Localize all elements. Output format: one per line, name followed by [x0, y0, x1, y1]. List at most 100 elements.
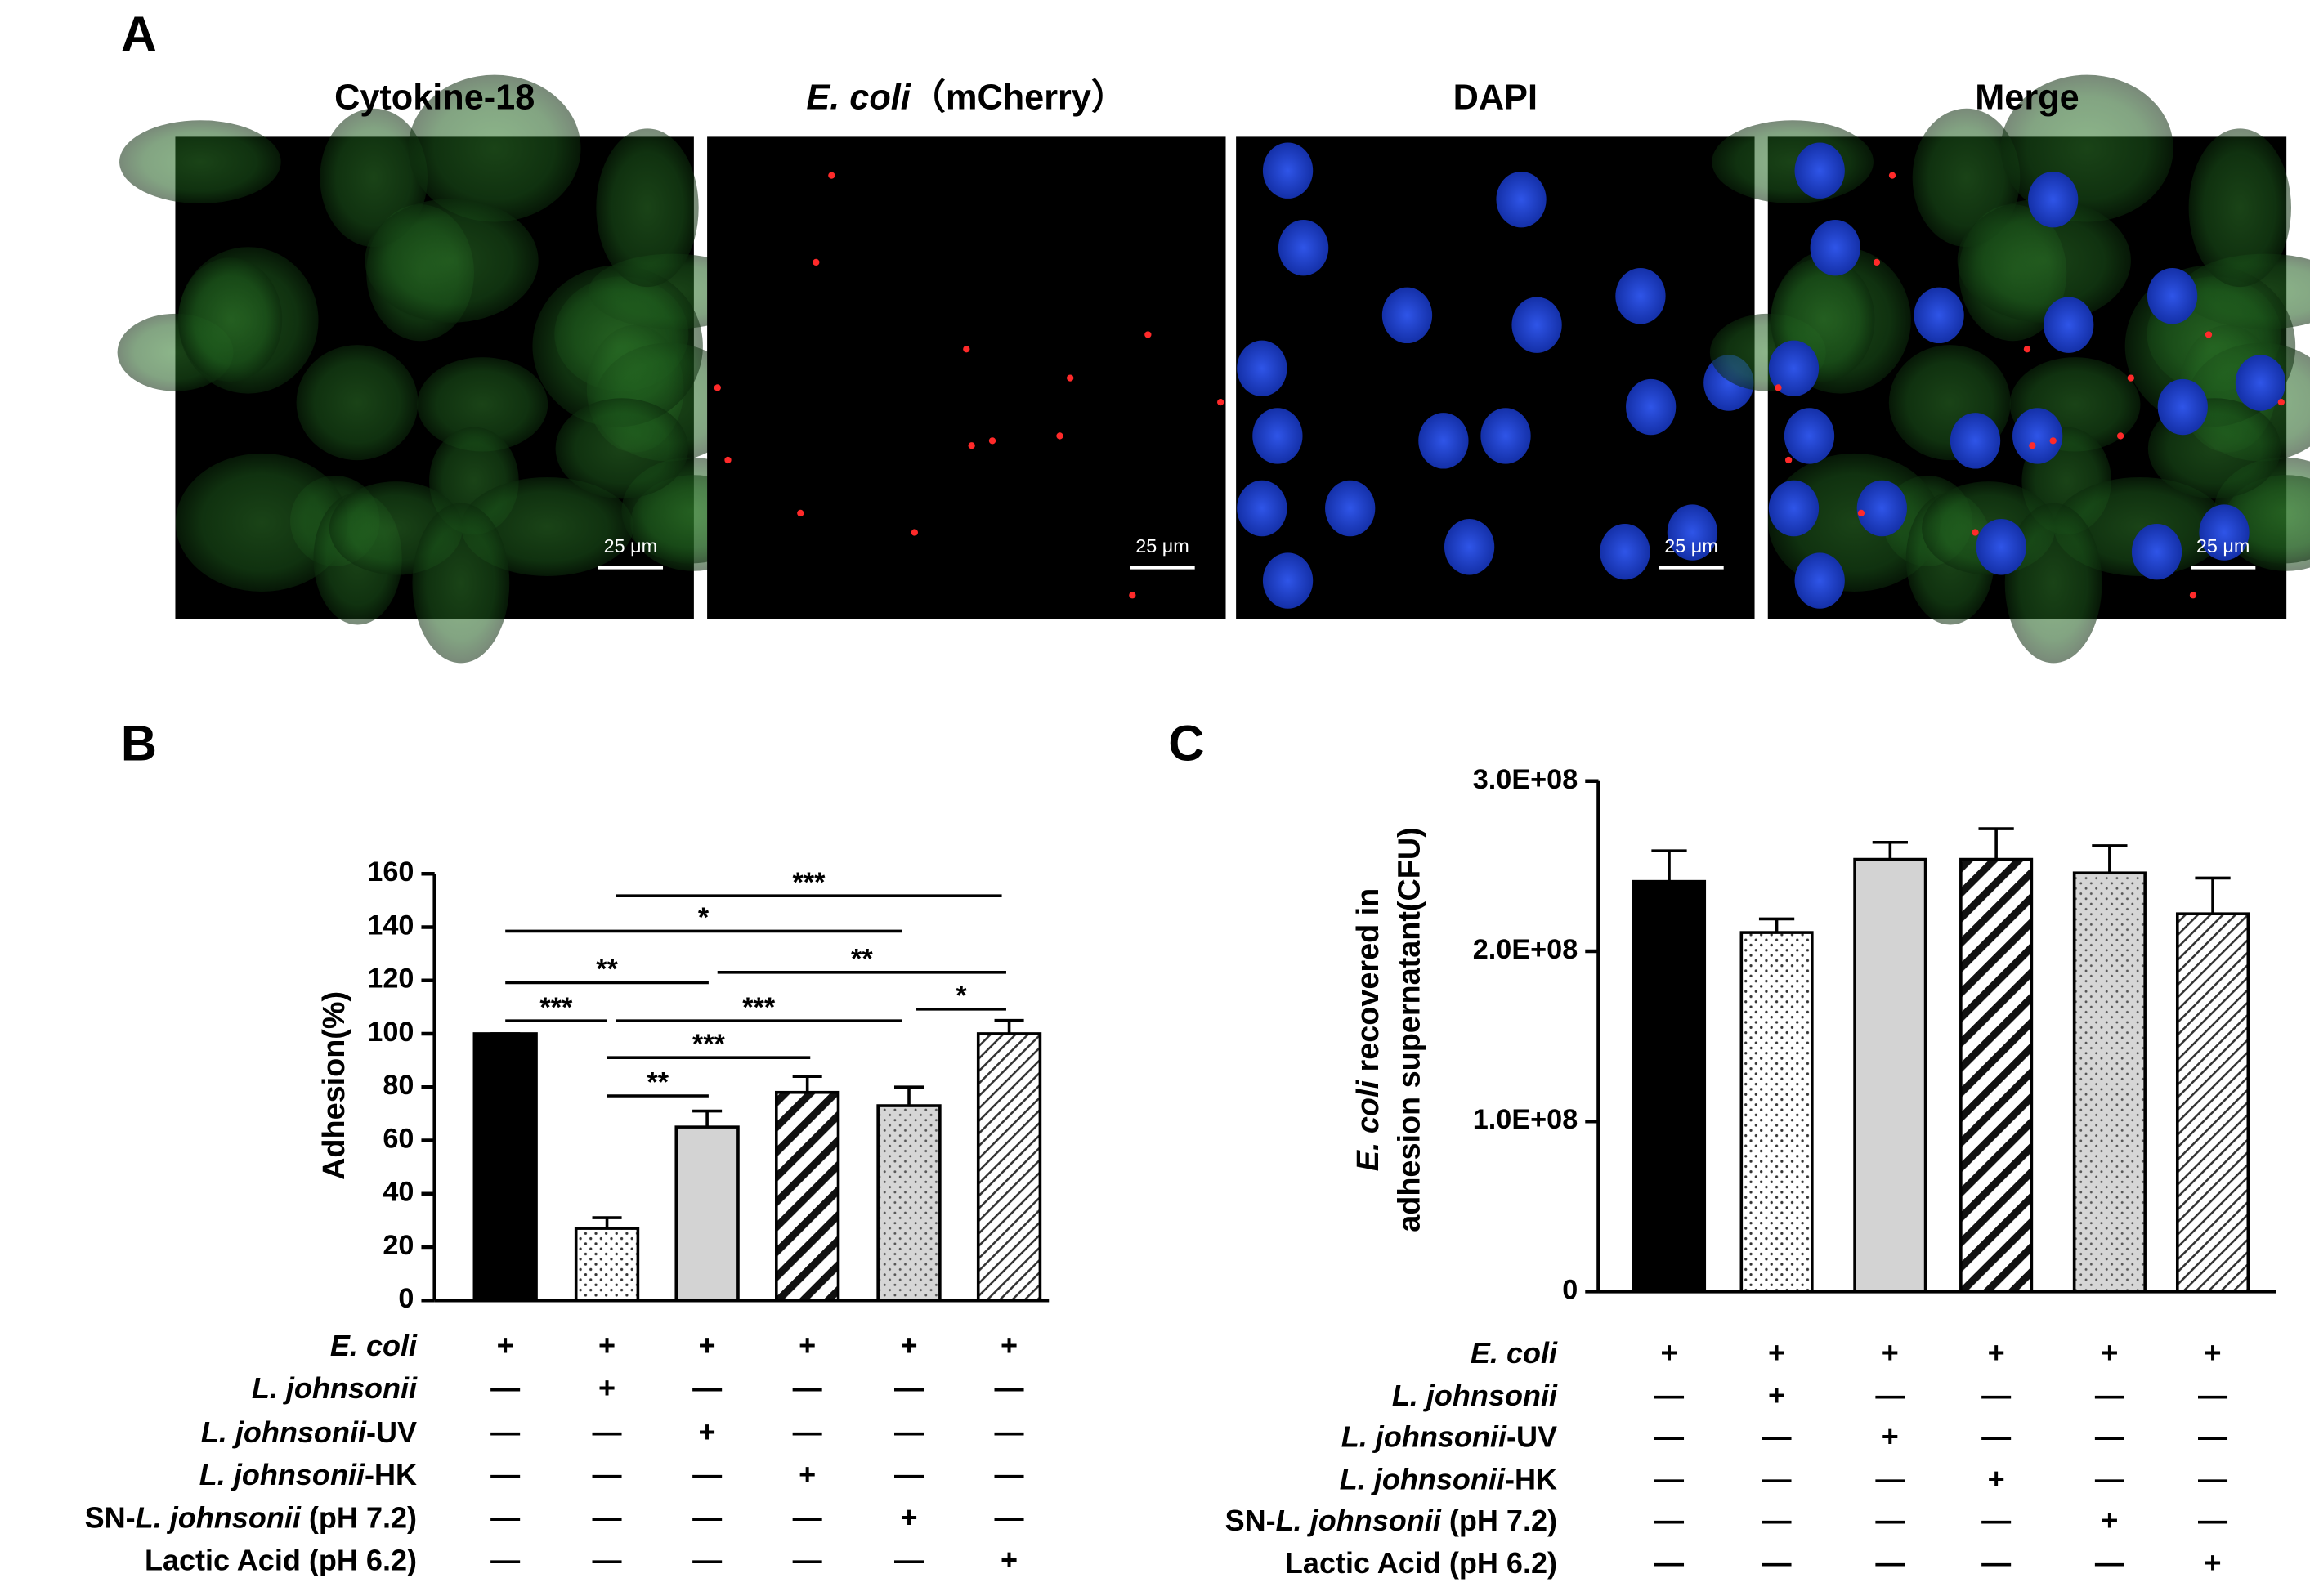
y-tick-label: 80	[383, 1070, 414, 1101]
condition-label-part: Lactic Acid (pH 6.2)	[1285, 1546, 1557, 1580]
cell-texture	[596, 128, 699, 288]
nucleus	[2044, 297, 2094, 353]
condition-mark: —	[692, 1458, 723, 1491]
significance-label: **	[851, 943, 873, 974]
cell-texture	[2188, 128, 2291, 288]
bar	[1632, 879, 1707, 1294]
y-axis-label-part: recovered in	[1351, 888, 1386, 1080]
condition-label: L. johnsonii-HK	[1340, 1462, 1557, 1495]
nucleus	[1950, 413, 2001, 469]
scale-bar-label: 25 μm	[2196, 535, 2250, 557]
bacterium	[1873, 258, 1881, 266]
nucleus	[2157, 378, 2208, 436]
condition-label-part: SN-	[85, 1500, 136, 1534]
condition-mark: —	[1654, 1419, 1685, 1453]
condition-label-part: -HK	[1505, 1462, 1557, 1495]
condition-label: E. coli	[330, 1328, 418, 1361]
cell-texture	[1712, 120, 1874, 203]
condition-label: SN-L. johnsonii (pH 7.2)	[1225, 1504, 1557, 1537]
significance-label: **	[647, 1067, 669, 1098]
condition-mark: —	[995, 1458, 1025, 1491]
bacterium	[2023, 346, 2031, 353]
nucleus	[1615, 268, 1666, 324]
image-title-part: E. coli	[806, 78, 911, 118]
y-tick-label: 140	[367, 910, 414, 941]
condition-mark: —	[894, 1543, 924, 1576]
condition-label-part: (pH 7.2)	[1441, 1504, 1557, 1537]
condition-mark: —	[1981, 1546, 2012, 1580]
condition-mark: +	[497, 1328, 514, 1361]
cell-texture	[175, 453, 348, 592]
condition-mark: —	[1654, 1504, 1685, 1537]
nucleus	[1976, 519, 2026, 575]
cell-texture	[532, 265, 703, 427]
y-tick-label: 2.0E+08	[1473, 934, 1578, 965]
bacterium	[1067, 374, 1074, 382]
nucleus	[2131, 523, 2182, 580]
nucleus	[1856, 480, 1907, 537]
nucleus	[1667, 504, 1718, 561]
micrograph	[1709, 74, 2310, 664]
bar	[574, 1227, 640, 1302]
y-axis-label: E. coli recovered in	[1351, 888, 1386, 1172]
condition-mark: +	[900, 1328, 917, 1361]
condition-mark: —	[1981, 1419, 2012, 1453]
condition-label-part: L. johnsonii	[201, 1415, 367, 1449]
y-tick-label: 20	[383, 1230, 414, 1261]
condition-label: L. johnsonii-HK	[199, 1458, 417, 1491]
panel-letter: A	[121, 7, 157, 62]
condition-label: SN-L. johnsonii (pH 7.2)	[85, 1500, 417, 1534]
bacterium	[2189, 592, 2197, 599]
image-title: DAPI	[1453, 78, 1538, 118]
cell-texture	[555, 398, 689, 499]
condition-mark: —	[490, 1415, 521, 1449]
nucleus	[1794, 142, 1845, 199]
condition-label-part: Lactic Acid (pH 6.2)	[145, 1543, 417, 1576]
nucleus	[1325, 480, 1376, 537]
nucleus	[1496, 171, 1547, 228]
nucleus	[1381, 287, 1433, 344]
condition-mark: —	[793, 1371, 823, 1405]
condition-label-part: E. coli	[1471, 1335, 1558, 1369]
cell-texture	[178, 257, 283, 382]
condition-mark: —	[692, 1371, 723, 1405]
condition-mark: —	[793, 1415, 823, 1449]
bacterium	[2049, 437, 2057, 445]
condition-mark: —	[593, 1458, 623, 1491]
nucleus	[1768, 480, 1820, 537]
y-tick-label: 100	[367, 1017, 414, 1048]
nucleus	[1914, 287, 1964, 344]
y-tick-label: 120	[367, 963, 414, 995]
bacterium	[828, 172, 835, 179]
nucleus	[1784, 408, 1835, 464]
nucleus	[2012, 408, 2063, 464]
cell-texture	[2004, 503, 2102, 664]
cell-texture	[119, 120, 281, 203]
bacterium	[1775, 384, 1782, 391]
cell-texture	[417, 357, 548, 452]
condition-mark: —	[593, 1415, 623, 1449]
condition-mark: —	[490, 1371, 521, 1405]
condition-mark: +	[1988, 1335, 2005, 1369]
y-axis-label: adhesion supernatant(CFU)	[1393, 827, 1427, 1232]
bacterium	[2117, 432, 2124, 440]
condition-mark: +	[2205, 1546, 2222, 1580]
condition-mark: —	[593, 1500, 623, 1534]
condition-label-part: (pH 7.2)	[301, 1500, 417, 1534]
condition-label: L. johnsonii-UV	[1341, 1419, 1557, 1453]
condition-mark: +	[1768, 1335, 1785, 1369]
nucleus	[1511, 297, 1562, 353]
condition-mark: —	[692, 1500, 723, 1534]
bar	[876, 1104, 942, 1302]
nucleus	[2235, 355, 2286, 411]
y-axis-label-part: E. coli	[1351, 1079, 1386, 1171]
bacterium	[1888, 172, 1896, 179]
condition-mark: +	[1988, 1462, 2005, 1495]
condition-mark: —	[1654, 1379, 1685, 1412]
condition-label-part: -UV	[366, 1415, 417, 1449]
condition-mark: —	[593, 1543, 623, 1576]
scale-bar-label: 25 μm	[604, 535, 658, 557]
bacterium	[724, 456, 732, 464]
condition-mark: —	[1875, 1546, 1905, 1580]
y-tick-label: 40	[383, 1177, 414, 1208]
